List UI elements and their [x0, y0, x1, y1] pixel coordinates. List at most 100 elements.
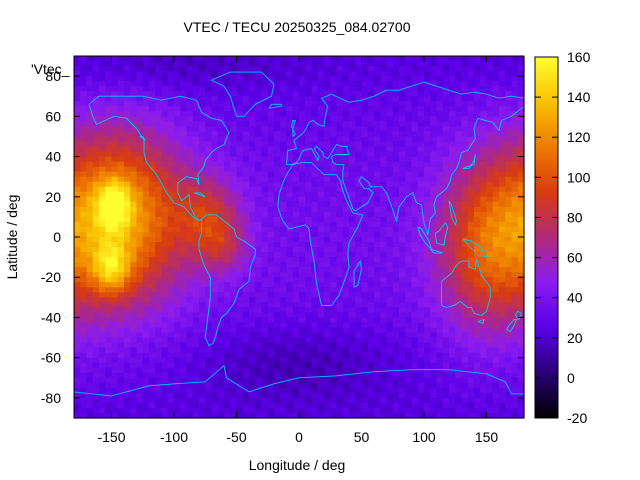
heatmap-cell	[349, 307, 356, 314]
heatmap-cell	[349, 237, 356, 243]
heatmap-cell	[155, 76, 163, 82]
heatmap-cell	[217, 327, 225, 334]
heatmap-cell	[74, 327, 81, 334]
heatmap-cell	[74, 151, 81, 158]
heatmap-cell	[380, 327, 388, 334]
heatmap-cell	[117, 382, 125, 389]
heatmap-cell	[349, 176, 356, 183]
heatmap-cell	[492, 372, 500, 379]
heatmap-cell	[436, 221, 444, 228]
heatmap-cell	[242, 392, 250, 399]
heatmap-cell	[499, 247, 506, 253]
heatmap-cell	[392, 161, 400, 168]
heatmap-cell	[505, 161, 513, 168]
heatmap-cell	[355, 337, 363, 344]
heatmap-cell	[380, 262, 388, 268]
heatmap-cell	[230, 267, 238, 273]
heatmap-cell	[255, 191, 263, 198]
heatmap-cell	[92, 252, 100, 258]
heatmap-cell	[449, 302, 456, 308]
heatmap-cell	[180, 367, 188, 374]
heatmap-cell	[92, 327, 100, 334]
heatmap-cell	[230, 362, 238, 369]
heatmap-cell	[174, 297, 181, 303]
heatmap-cell	[161, 181, 169, 188]
heatmap-cell	[74, 226, 81, 233]
heatmap-cell	[161, 267, 169, 273]
heatmap-cell	[261, 116, 269, 122]
heatmap-cell	[449, 277, 456, 283]
heatmap-cell	[411, 231, 419, 238]
heatmap-cell	[155, 337, 163, 344]
heatmap-cell	[461, 282, 469, 288]
heatmap-cell	[255, 252, 263, 258]
heatmap-cell	[430, 151, 438, 158]
heatmap-cell	[99, 317, 106, 324]
heatmap-cell	[117, 86, 125, 92]
heatmap-cell	[324, 211, 331, 218]
heatmap-cell	[261, 181, 269, 188]
heatmap-cell	[211, 342, 219, 349]
heatmap-cell	[111, 171, 119, 178]
heatmap-cell	[292, 362, 300, 369]
heatmap-cell	[299, 357, 306, 364]
heatmap-cell	[86, 382, 94, 389]
heatmap-cell	[411, 66, 419, 72]
heatmap-cell	[292, 211, 300, 218]
heatmap-cell	[74, 121, 81, 127]
heatmap-cell	[117, 282, 125, 288]
heatmap-cell	[480, 116, 488, 122]
heatmap-cell	[324, 151, 331, 158]
heatmap-cell	[105, 372, 113, 379]
heatmap-cell	[242, 302, 250, 308]
heatmap-cell	[405, 267, 413, 273]
heatmap-cell	[161, 106, 169, 112]
heatmap-cell	[267, 352, 275, 359]
heatmap-cell	[224, 382, 231, 389]
heatmap-cell	[230, 317, 238, 324]
heatmap-cell	[349, 332, 356, 339]
heatmap-cell	[499, 61, 506, 67]
heatmap-cell	[286, 141, 294, 148]
heatmap-cell	[161, 66, 169, 72]
heatmap-cell	[274, 191, 281, 198]
heatmap-cell	[299, 337, 306, 344]
heatmap-cell	[149, 71, 156, 77]
heatmap-cell	[374, 267, 381, 273]
heatmap-cell	[474, 221, 481, 228]
heatmap-cell	[455, 211, 463, 218]
heatmap-cell	[261, 131, 269, 138]
heatmap-cell	[174, 221, 181, 228]
heatmap-cell	[292, 262, 300, 268]
heatmap-cell	[336, 297, 344, 303]
heatmap-cell	[99, 262, 106, 268]
heatmap-cell	[367, 101, 375, 107]
heatmap-cell	[399, 387, 406, 394]
heatmap-cell	[80, 282, 88, 288]
heatmap-cell	[205, 247, 213, 253]
heatmap-cell	[192, 176, 200, 183]
heatmap-cell	[492, 272, 500, 278]
heatmap-cell	[367, 362, 375, 369]
heatmap-cell	[80, 221, 88, 228]
heatmap-cell	[486, 272, 494, 278]
heatmap-cell	[367, 146, 375, 153]
heatmap-cell	[511, 357, 519, 364]
heatmap-cell	[492, 141, 500, 148]
heatmap-cell	[311, 242, 319, 248]
heatmap-cell	[142, 76, 150, 82]
heatmap-cell	[80, 106, 88, 112]
heatmap-cell	[461, 272, 469, 278]
heatmap-cell	[467, 206, 475, 213]
heatmap-cell	[186, 367, 194, 374]
heatmap-cell	[486, 252, 494, 258]
heatmap-cell	[261, 302, 269, 308]
heatmap-cell	[161, 332, 169, 339]
heatmap-cell	[436, 106, 444, 112]
heatmap-cell	[361, 342, 369, 349]
heatmap-cell	[311, 277, 319, 283]
heatmap-cell	[124, 176, 131, 183]
heatmap-cell	[186, 237, 194, 243]
heatmap-cell	[217, 141, 225, 148]
heatmap-cell	[174, 171, 181, 178]
